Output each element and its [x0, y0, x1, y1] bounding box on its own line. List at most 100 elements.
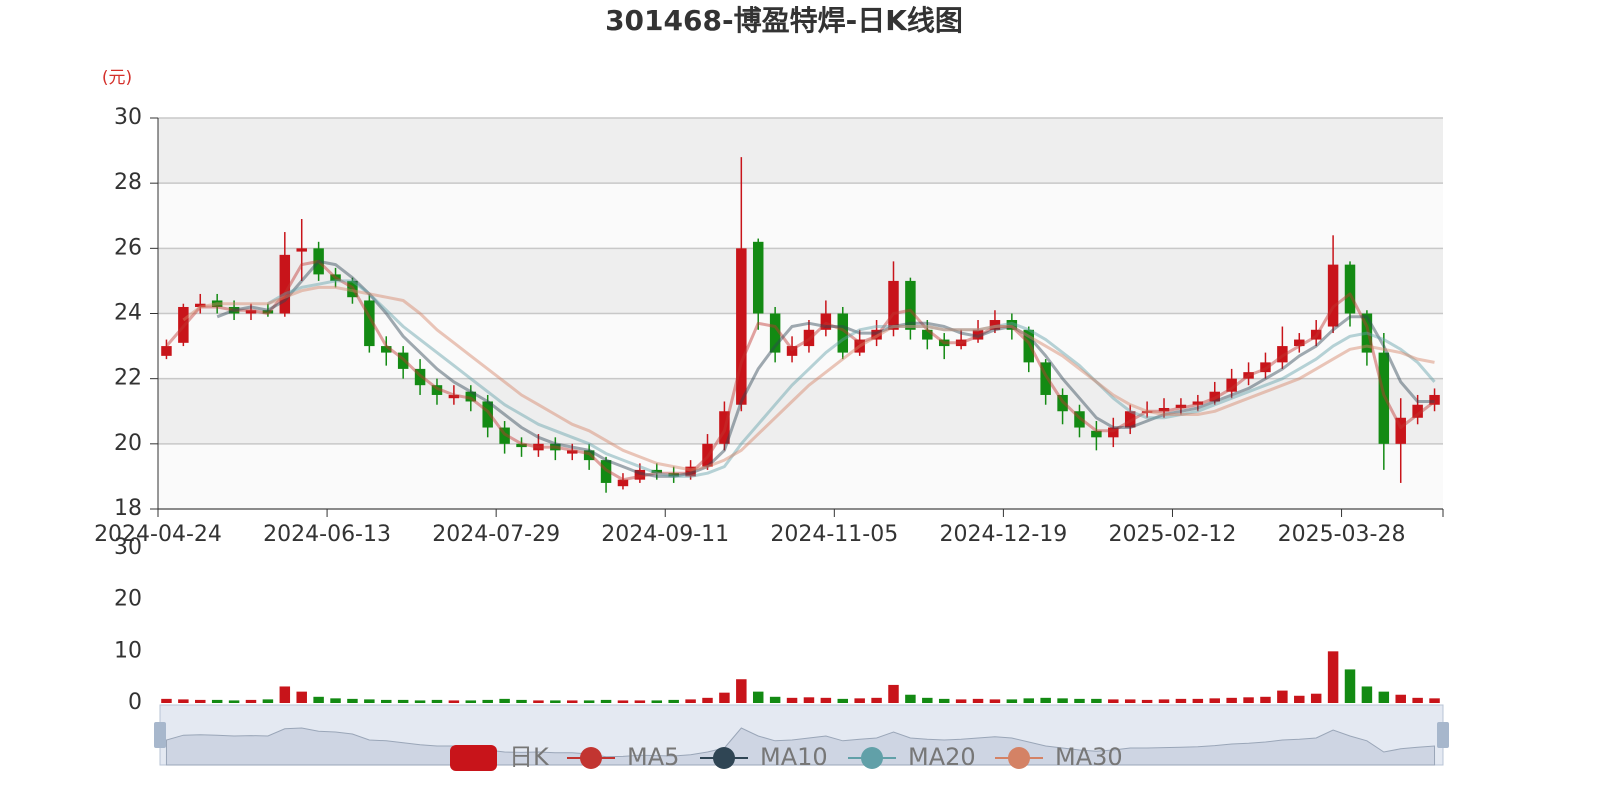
volume-bar: [989, 699, 1001, 703]
volume-bar: [837, 698, 849, 703]
legend-icon: [1008, 747, 1030, 769]
candle-body: [1327, 264, 1339, 327]
candle-body: [820, 313, 832, 330]
candle-body: [1378, 352, 1390, 444]
x-tick-label: 2024-04-24: [94, 522, 222, 547]
ma-line: [182, 285, 1435, 472]
x-tick-label: 2025-03-28: [1278, 522, 1406, 547]
volume-bar: [803, 697, 815, 703]
volume-bar: [1226, 697, 1237, 703]
volume-bar: [228, 700, 240, 703]
zoom-handle[interactable]: [154, 722, 166, 748]
volume-bar: [1192, 698, 1204, 703]
candle-body: [972, 329, 984, 340]
volume-bar: [1260, 696, 1271, 703]
candle-body: [651, 469, 663, 474]
volume-bar: [1108, 699, 1119, 703]
volume-bar: [685, 699, 696, 703]
volume-bar: [1057, 698, 1068, 703]
candle-body: [1091, 430, 1102, 438]
volume-bar: [719, 692, 730, 703]
candle-body: [431, 385, 443, 395]
y-tick-label: 26: [114, 235, 142, 260]
legend-icon: [580, 747, 602, 769]
volume-tick-label: 10: [114, 638, 142, 663]
volume-bar: [381, 699, 392, 703]
legend-icon: [713, 747, 735, 769]
volume-bar: [634, 700, 646, 703]
candle-body: [195, 303, 206, 307]
candle-body: [938, 339, 950, 347]
volume-bar: [262, 699, 274, 703]
volume-bar: [1023, 698, 1034, 703]
volume-bar: [364, 699, 375, 703]
candle-body: [161, 346, 172, 356]
split-area: [158, 183, 1443, 249]
candle-body: [1294, 339, 1305, 347]
volume-bar: [752, 691, 764, 703]
volume-bar: [482, 699, 493, 703]
candle-body: [397, 352, 409, 369]
volume-bar: [178, 699, 189, 703]
volume-bar: [465, 700, 477, 703]
candle-body: [313, 248, 324, 275]
candle-body: [989, 320, 1001, 330]
volume-bar: [279, 686, 291, 703]
ma-line: [216, 259, 1435, 478]
legend-icon: [861, 747, 883, 769]
candle-body: [1074, 411, 1085, 428]
volume-bar: [550, 700, 561, 703]
candle-body: [617, 479, 629, 487]
zoom-handle[interactable]: [1437, 722, 1449, 748]
candle-body: [1226, 378, 1237, 392]
volume-bar: [533, 700, 544, 703]
volume-bar: [1209, 698, 1220, 703]
y-tick-label: 18: [114, 496, 142, 521]
x-tick-label: 2024-11-05: [770, 522, 898, 547]
split-area: [158, 443, 1443, 509]
volume-bar: [905, 694, 916, 703]
candle-body: [583, 450, 595, 461]
volume-bar: [854, 698, 865, 703]
volume-bar: [1006, 699, 1018, 703]
candle-body: [381, 346, 392, 353]
candle-body: [668, 473, 679, 477]
candle-body: [922, 329, 933, 340]
candle-body: [1158, 407, 1170, 412]
candle-body: [1040, 362, 1051, 395]
volume-bar: [431, 699, 443, 703]
candle-body: [736, 248, 747, 405]
legend-label: MA10: [760, 743, 828, 771]
volume-bar: [448, 700, 460, 703]
volume-bar: [1158, 699, 1170, 703]
volume-bar: [516, 699, 527, 703]
volume-bar: [955, 699, 967, 703]
volume-bar: [1124, 699, 1136, 703]
candle-body: [448, 394, 460, 399]
volume-bar: [1294, 695, 1305, 703]
volume-tick-label: 20: [114, 587, 142, 612]
candle-body: [1141, 411, 1153, 413]
x-tick-label: 2024-06-13: [263, 522, 391, 547]
candle-body: [499, 427, 510, 444]
candle-body: [228, 306, 240, 314]
volume-bar: [1074, 698, 1085, 703]
y-tick-label: 30: [114, 105, 142, 130]
candle-body: [550, 443, 561, 451]
legend-icon: [450, 745, 497, 771]
volume-tick-label: 0: [128, 690, 142, 715]
candle-body: [1260, 362, 1271, 373]
candle-body: [1412, 404, 1423, 418]
volume-bar: [567, 700, 578, 703]
candle-body: [262, 310, 274, 314]
candle-body: [1006, 320, 1018, 330]
x-tick-label: 2024-07-29: [432, 522, 560, 547]
volume-bar: [1277, 690, 1288, 703]
candle-body: [719, 411, 730, 444]
candle-body: [533, 443, 544, 451]
candle-body: [1429, 394, 1440, 405]
y-tick-label: 24: [114, 301, 142, 326]
legend-label: 日K: [509, 743, 550, 771]
volume-bar: [211, 699, 223, 703]
candle-body: [786, 346, 798, 356]
